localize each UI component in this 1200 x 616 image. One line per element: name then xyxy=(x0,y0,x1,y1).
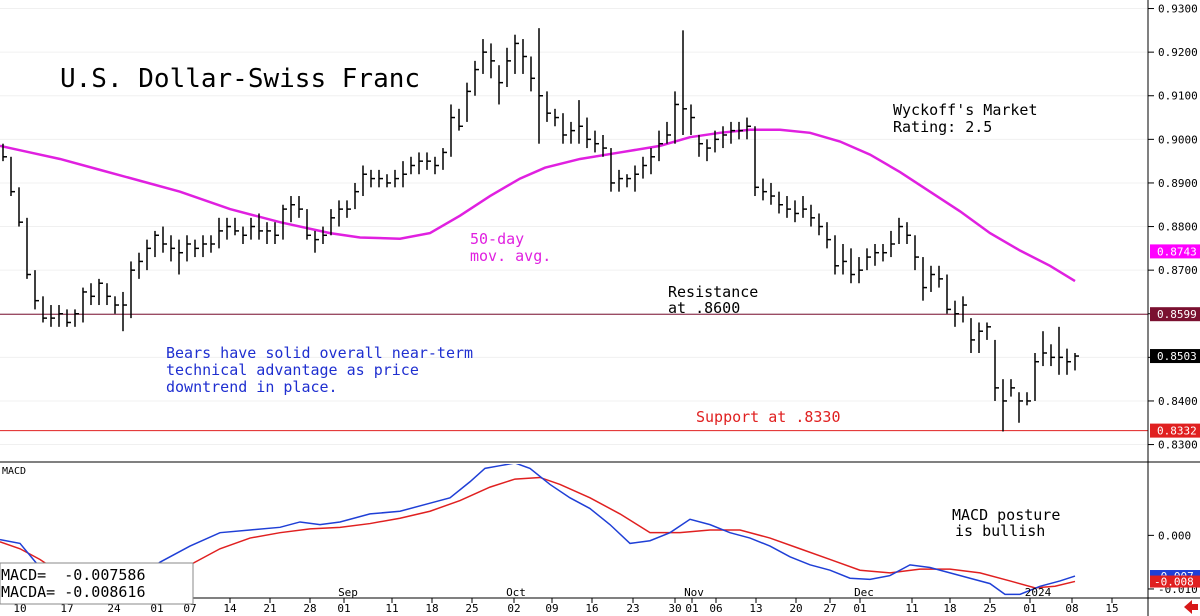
macd-y-tick-label: 0.000 xyxy=(1158,529,1191,542)
x-tick-label: 11 xyxy=(385,602,398,615)
x-tick-label: 10 xyxy=(13,602,26,615)
ma-label-line-1: 50-day xyxy=(470,230,524,248)
price-tag-label: 0.8599 xyxy=(1157,308,1197,321)
rating-line-2: Rating: 2.5 xyxy=(893,118,992,136)
macd-readout-line-2: MACDA= -0.008616 xyxy=(1,583,146,601)
y-tick-label: 0.9200 xyxy=(1158,46,1198,59)
x-tick-label: 01 xyxy=(1023,602,1036,615)
commentary-line-3: downtrend in place. xyxy=(166,378,338,396)
x-tick-label: 17 xyxy=(60,602,73,615)
macd-line xyxy=(0,464,1076,597)
x-tick-label: 02 xyxy=(507,602,520,615)
price-tag-label: 0.8503 xyxy=(1157,350,1197,363)
macd-readout-box xyxy=(0,562,194,605)
resistance-label-line-1: Resistance xyxy=(668,283,758,301)
price-tag xyxy=(1150,349,1200,364)
x-tick-label: 07 xyxy=(183,602,196,615)
x-tick-label: 21 xyxy=(263,602,276,615)
macd-panel-label: MACD xyxy=(2,466,26,477)
price-tag-label: 0.8332 xyxy=(1157,425,1197,438)
y-tick-label: 0.9300 xyxy=(1158,3,1198,16)
scroll-left-arrow-icon[interactable] xyxy=(1184,600,1198,614)
x-tick-label: 01 xyxy=(853,602,866,615)
x-tick-label: 24 xyxy=(107,602,121,615)
x-tick-label: 13 xyxy=(749,602,762,615)
x-tick-label: 16 xyxy=(585,602,598,615)
x-tick-label: 27 xyxy=(823,602,836,615)
macd-comment-line-1: MACD posture xyxy=(952,506,1060,524)
price-tag xyxy=(1150,244,1200,259)
x-tick-label: 14 xyxy=(223,602,237,615)
ma-label-line-2: mov. avg. xyxy=(470,247,551,265)
month-label: Oct xyxy=(506,586,526,599)
macd-readout-line-1: MACD= -0.007586 xyxy=(1,566,146,584)
y-tick-label: 0.8800 xyxy=(1158,221,1198,234)
support-label: Support at .8330 xyxy=(696,408,841,426)
x-tick-label: 11 xyxy=(905,602,918,615)
commentary-line-2: technical advantage as price xyxy=(166,361,419,379)
month-label: Sep xyxy=(338,586,358,599)
x-tick-label: 28 xyxy=(303,602,316,615)
y-tick-label: 0.8300 xyxy=(1158,439,1198,452)
x-tick-label: 20 xyxy=(789,602,802,615)
x-tick-label: 25 xyxy=(983,602,996,615)
macd-value-tag xyxy=(1150,575,1200,588)
y-tick-label: 0.8700 xyxy=(1158,264,1198,277)
grid-layer xyxy=(0,8,1148,446)
y-tick-label: 0.8900 xyxy=(1158,177,1198,190)
y-tick-label: 0.9100 xyxy=(1158,90,1198,103)
resistance-label-line-2: at .8600 xyxy=(668,299,740,317)
price-tag-label: 0.8743 xyxy=(1157,245,1197,258)
x-tick-label: 30 xyxy=(668,602,681,615)
x-tick-label: 01 xyxy=(150,602,163,615)
rating-line-1: Wyckoff's Market xyxy=(893,101,1038,119)
price-tag xyxy=(1150,307,1200,322)
x-tick-label: 23 xyxy=(626,602,639,615)
x-tick-label: 18 xyxy=(943,602,956,615)
x-tick-label: 25 xyxy=(465,602,478,615)
moving-average-layer xyxy=(0,128,1076,283)
x-tick-label: 09 xyxy=(545,602,558,615)
y-tick-label: 0.8400 xyxy=(1158,395,1198,408)
x-tick-label: 01 xyxy=(337,602,350,615)
x-tick-label: 06 xyxy=(709,602,722,615)
x-tick-label: 01 xyxy=(685,602,698,615)
x-tick-label: 08 xyxy=(1065,602,1078,615)
x-tick-label: 15 xyxy=(1105,602,1118,615)
x-tick-label: 18 xyxy=(425,602,438,615)
chart-title: U.S. Dollar-Swiss Franc xyxy=(60,64,420,94)
moving-average-line xyxy=(0,128,1076,283)
price-bars xyxy=(2,28,1079,432)
month-label: 2024 xyxy=(1025,586,1052,599)
macd-comment-line-2: is bullish xyxy=(955,522,1045,540)
macd-value-tag-label: -0.008 xyxy=(1154,576,1194,589)
month-label: Nov xyxy=(684,586,704,599)
y-tick-label: 0.9000 xyxy=(1158,133,1198,146)
month-label: Dec xyxy=(854,586,874,599)
price-tag xyxy=(1150,423,1200,438)
commentary-line-1: Bears have solid overall near-term xyxy=(166,344,473,362)
